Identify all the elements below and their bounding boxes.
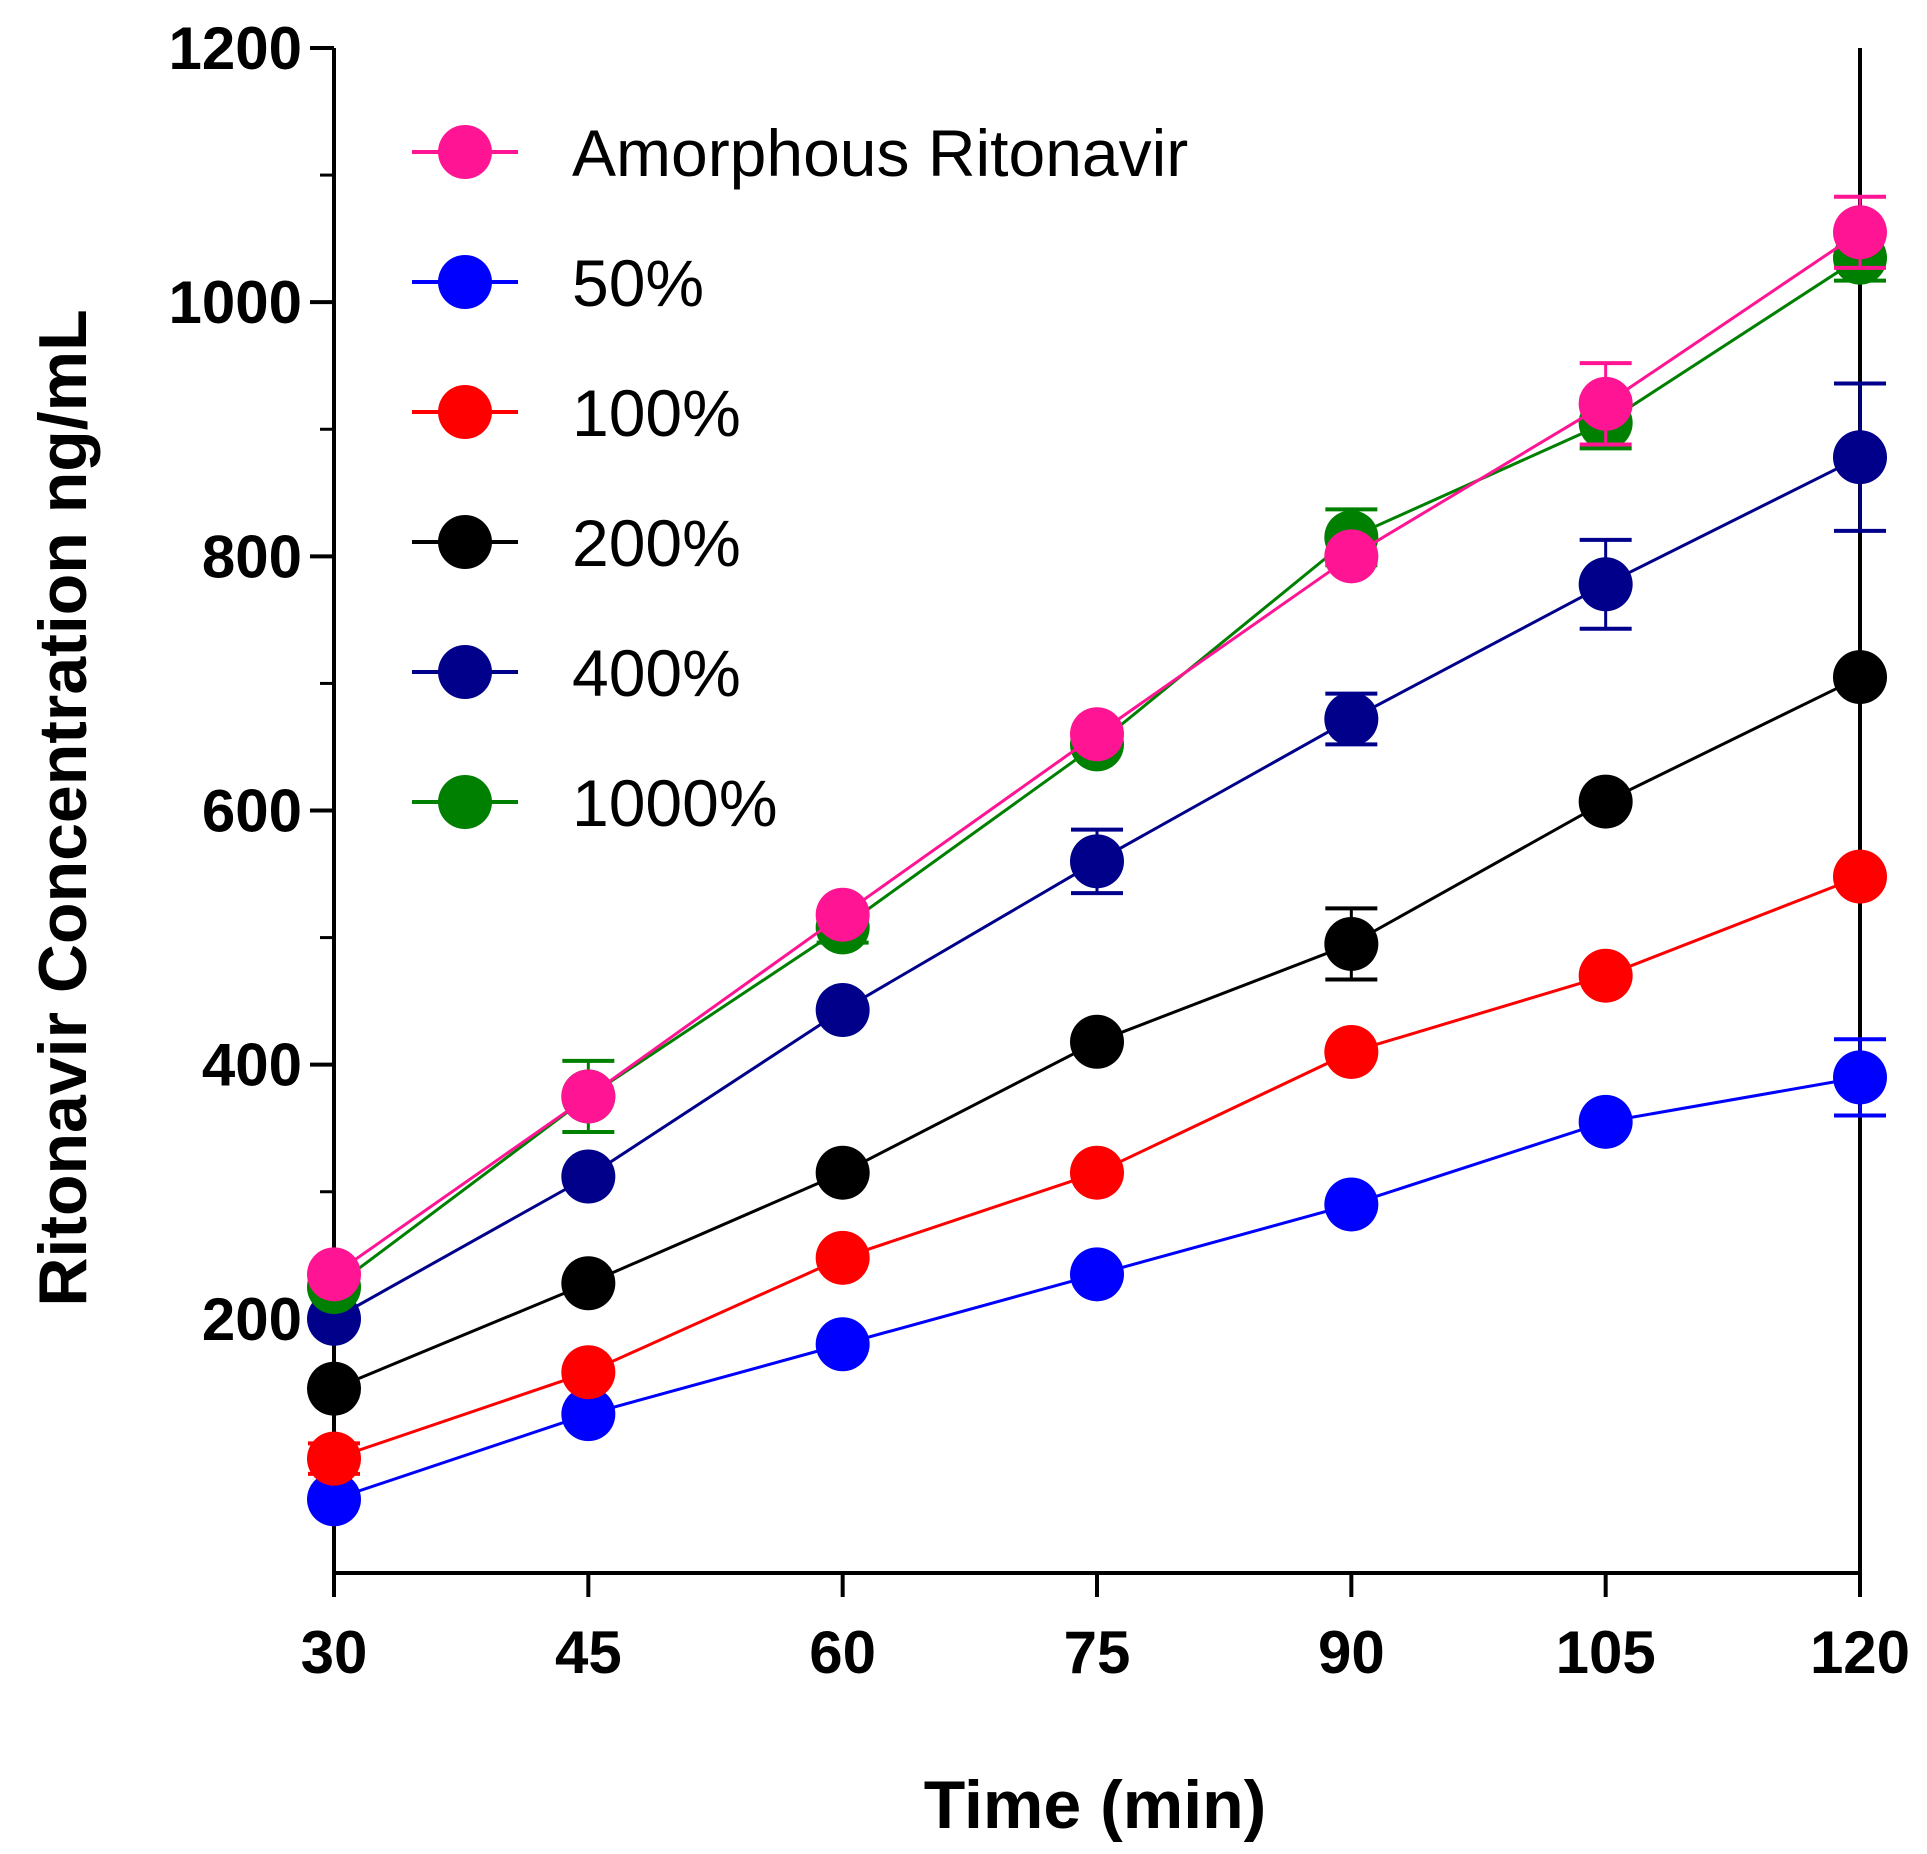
data-point (815, 1145, 870, 1200)
legend-marker (438, 255, 492, 309)
series-50- (307, 1037, 1887, 1527)
y-tick-label: 400 (202, 1032, 302, 1099)
legend-label: 100% (572, 376, 741, 450)
data-point (561, 1345, 616, 1400)
x-tick-label: 75 (1064, 1619, 1131, 1686)
x-tick-label: 90 (1318, 1619, 1385, 1686)
y-tick-label: 800 (202, 523, 302, 590)
data-point (307, 1431, 361, 1486)
y-tick-label: 1000 (169, 269, 302, 336)
series-100- (307, 849, 1887, 1486)
data-point (561, 1069, 616, 1124)
legend-item: 50% (412, 246, 704, 320)
data-point (561, 1387, 616, 1442)
data-point (815, 983, 870, 1038)
x-tick-label: 30 (301, 1619, 368, 1686)
data-point (1070, 1014, 1124, 1069)
data-point (1578, 774, 1633, 829)
data-point (1833, 1050, 1887, 1105)
legend-marker (438, 515, 492, 569)
x-tick-label: 60 (809, 1619, 876, 1686)
legend-marker (438, 775, 492, 829)
series-400- (307, 381, 1887, 1346)
legend-marker (438, 125, 492, 179)
x-tick-label: 120 (1810, 1619, 1910, 1686)
data-point (1324, 1177, 1379, 1232)
legend-label: 50% (572, 246, 704, 320)
data-point (1324, 1024, 1379, 1079)
axes: 30 45 60 75 90 105 120 200 400 600 800 1000 1200 (169, 15, 1911, 1686)
legend-marker (438, 645, 492, 699)
legend: Amorphous Ritonavir 50% 100% 200% 400% 1000% (412, 116, 1188, 840)
data-point (1324, 529, 1379, 584)
data-point (1833, 849, 1887, 904)
data-point (1324, 916, 1379, 971)
data-point (1578, 376, 1633, 431)
legend-item: Amorphous Ritonavir (412, 116, 1188, 190)
data-point (815, 1230, 870, 1285)
data-point (1578, 1094, 1633, 1149)
y-tick-label: 1200 (169, 15, 302, 82)
legend-marker (438, 385, 492, 439)
x-tick-label: 45 (555, 1619, 622, 1686)
legend-item: 200% (412, 506, 741, 580)
y-axis-title: Ritonavir Concentration ng/mL (25, 309, 101, 1306)
data-point (561, 1149, 616, 1204)
x-axis-title: Time (min) (924, 1767, 1267, 1843)
series-200- (307, 650, 1887, 1416)
data-point (307, 1247, 361, 1302)
series-amorphous-ritonavir (307, 194, 1887, 1302)
legend-label: 200% (572, 506, 741, 580)
data-point (307, 1361, 361, 1416)
data-point (1578, 557, 1633, 612)
y-tick-label: 200 (202, 1286, 302, 1353)
data-point (1578, 948, 1633, 1003)
data-point (1833, 650, 1887, 705)
legend-item: 400% (412, 636, 741, 710)
data-point (1833, 205, 1887, 260)
data-point (1070, 707, 1124, 762)
series-layer (307, 194, 1887, 1527)
legend-label: 400% (572, 636, 741, 710)
y-tick-label: 600 (202, 778, 302, 845)
legend-item: 1000% (412, 766, 778, 840)
data-point (1324, 692, 1379, 746)
data-point (815, 887, 870, 942)
data-point (1070, 834, 1124, 889)
data-point (561, 1256, 616, 1311)
legend-item: 100% (412, 376, 741, 450)
data-point (307, 1472, 361, 1527)
data-point (1070, 1145, 1124, 1200)
data-point (1070, 1247, 1124, 1302)
legend-label: Amorphous Ritonavir (572, 116, 1188, 190)
data-point (815, 1317, 870, 1372)
legend-label: 1000% (572, 766, 778, 840)
data-point (1833, 430, 1887, 485)
x-tick-label: 105 (1556, 1619, 1656, 1686)
